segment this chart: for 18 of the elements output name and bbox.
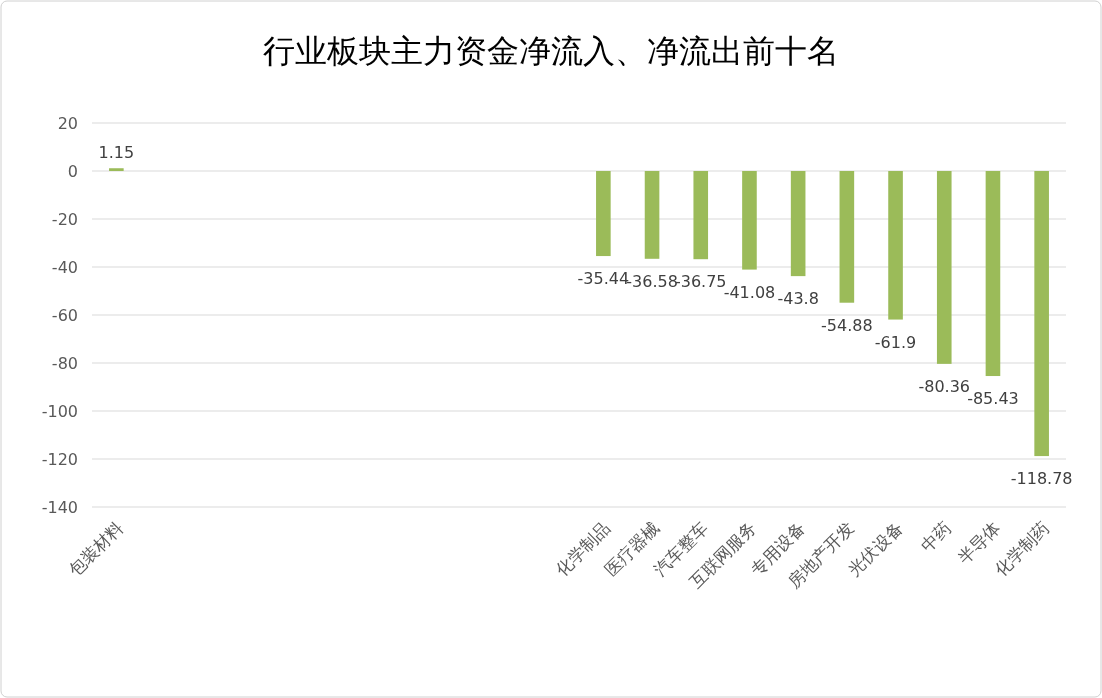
y-tick-label: -40 — [51, 258, 78, 277]
chart-title: 行业板块主力资金净流入、净流出前十名 — [263, 32, 839, 70]
y-tick-label: -60 — [51, 306, 78, 325]
data-label: -43.8 — [777, 289, 819, 309]
data-label: -54.88 — [821, 315, 873, 335]
data-label: -80.36 — [918, 376, 971, 396]
y-tick-label: 20 — [57, 114, 78, 133]
y-tick-label: -80 — [51, 354, 78, 373]
data-label: -118.78 — [1010, 469, 1073, 489]
data-label: -61.9 — [874, 332, 917, 352]
y-tick-label: -20 — [51, 210, 78, 229]
y-tick-label: -100 — [41, 402, 78, 421]
y-tick-label: -140 — [41, 498, 78, 517]
x-tick-label: 包装材料 — [64, 517, 128, 580]
x-tick-label: 中药 — [916, 517, 956, 556]
y-tick-label: 0 — [67, 162, 78, 181]
y-tick-label: -120 — [41, 450, 78, 469]
data-label: 1.15 — [98, 143, 135, 163]
